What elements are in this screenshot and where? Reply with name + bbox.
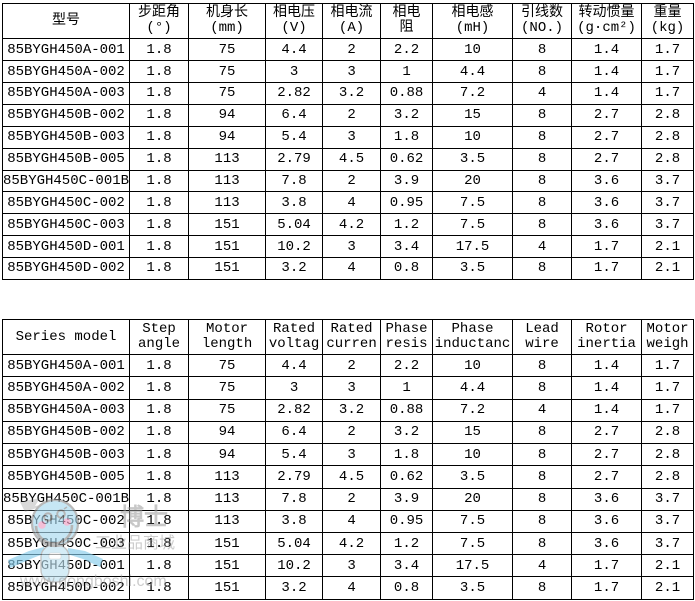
svg-text:www.gongboshi.com: www.gongboshi.com bbox=[19, 573, 167, 590]
svg-text:博士: 博士 bbox=[120, 504, 168, 531]
svg-text:工业品商城: 工业品商城 bbox=[95, 534, 175, 552]
